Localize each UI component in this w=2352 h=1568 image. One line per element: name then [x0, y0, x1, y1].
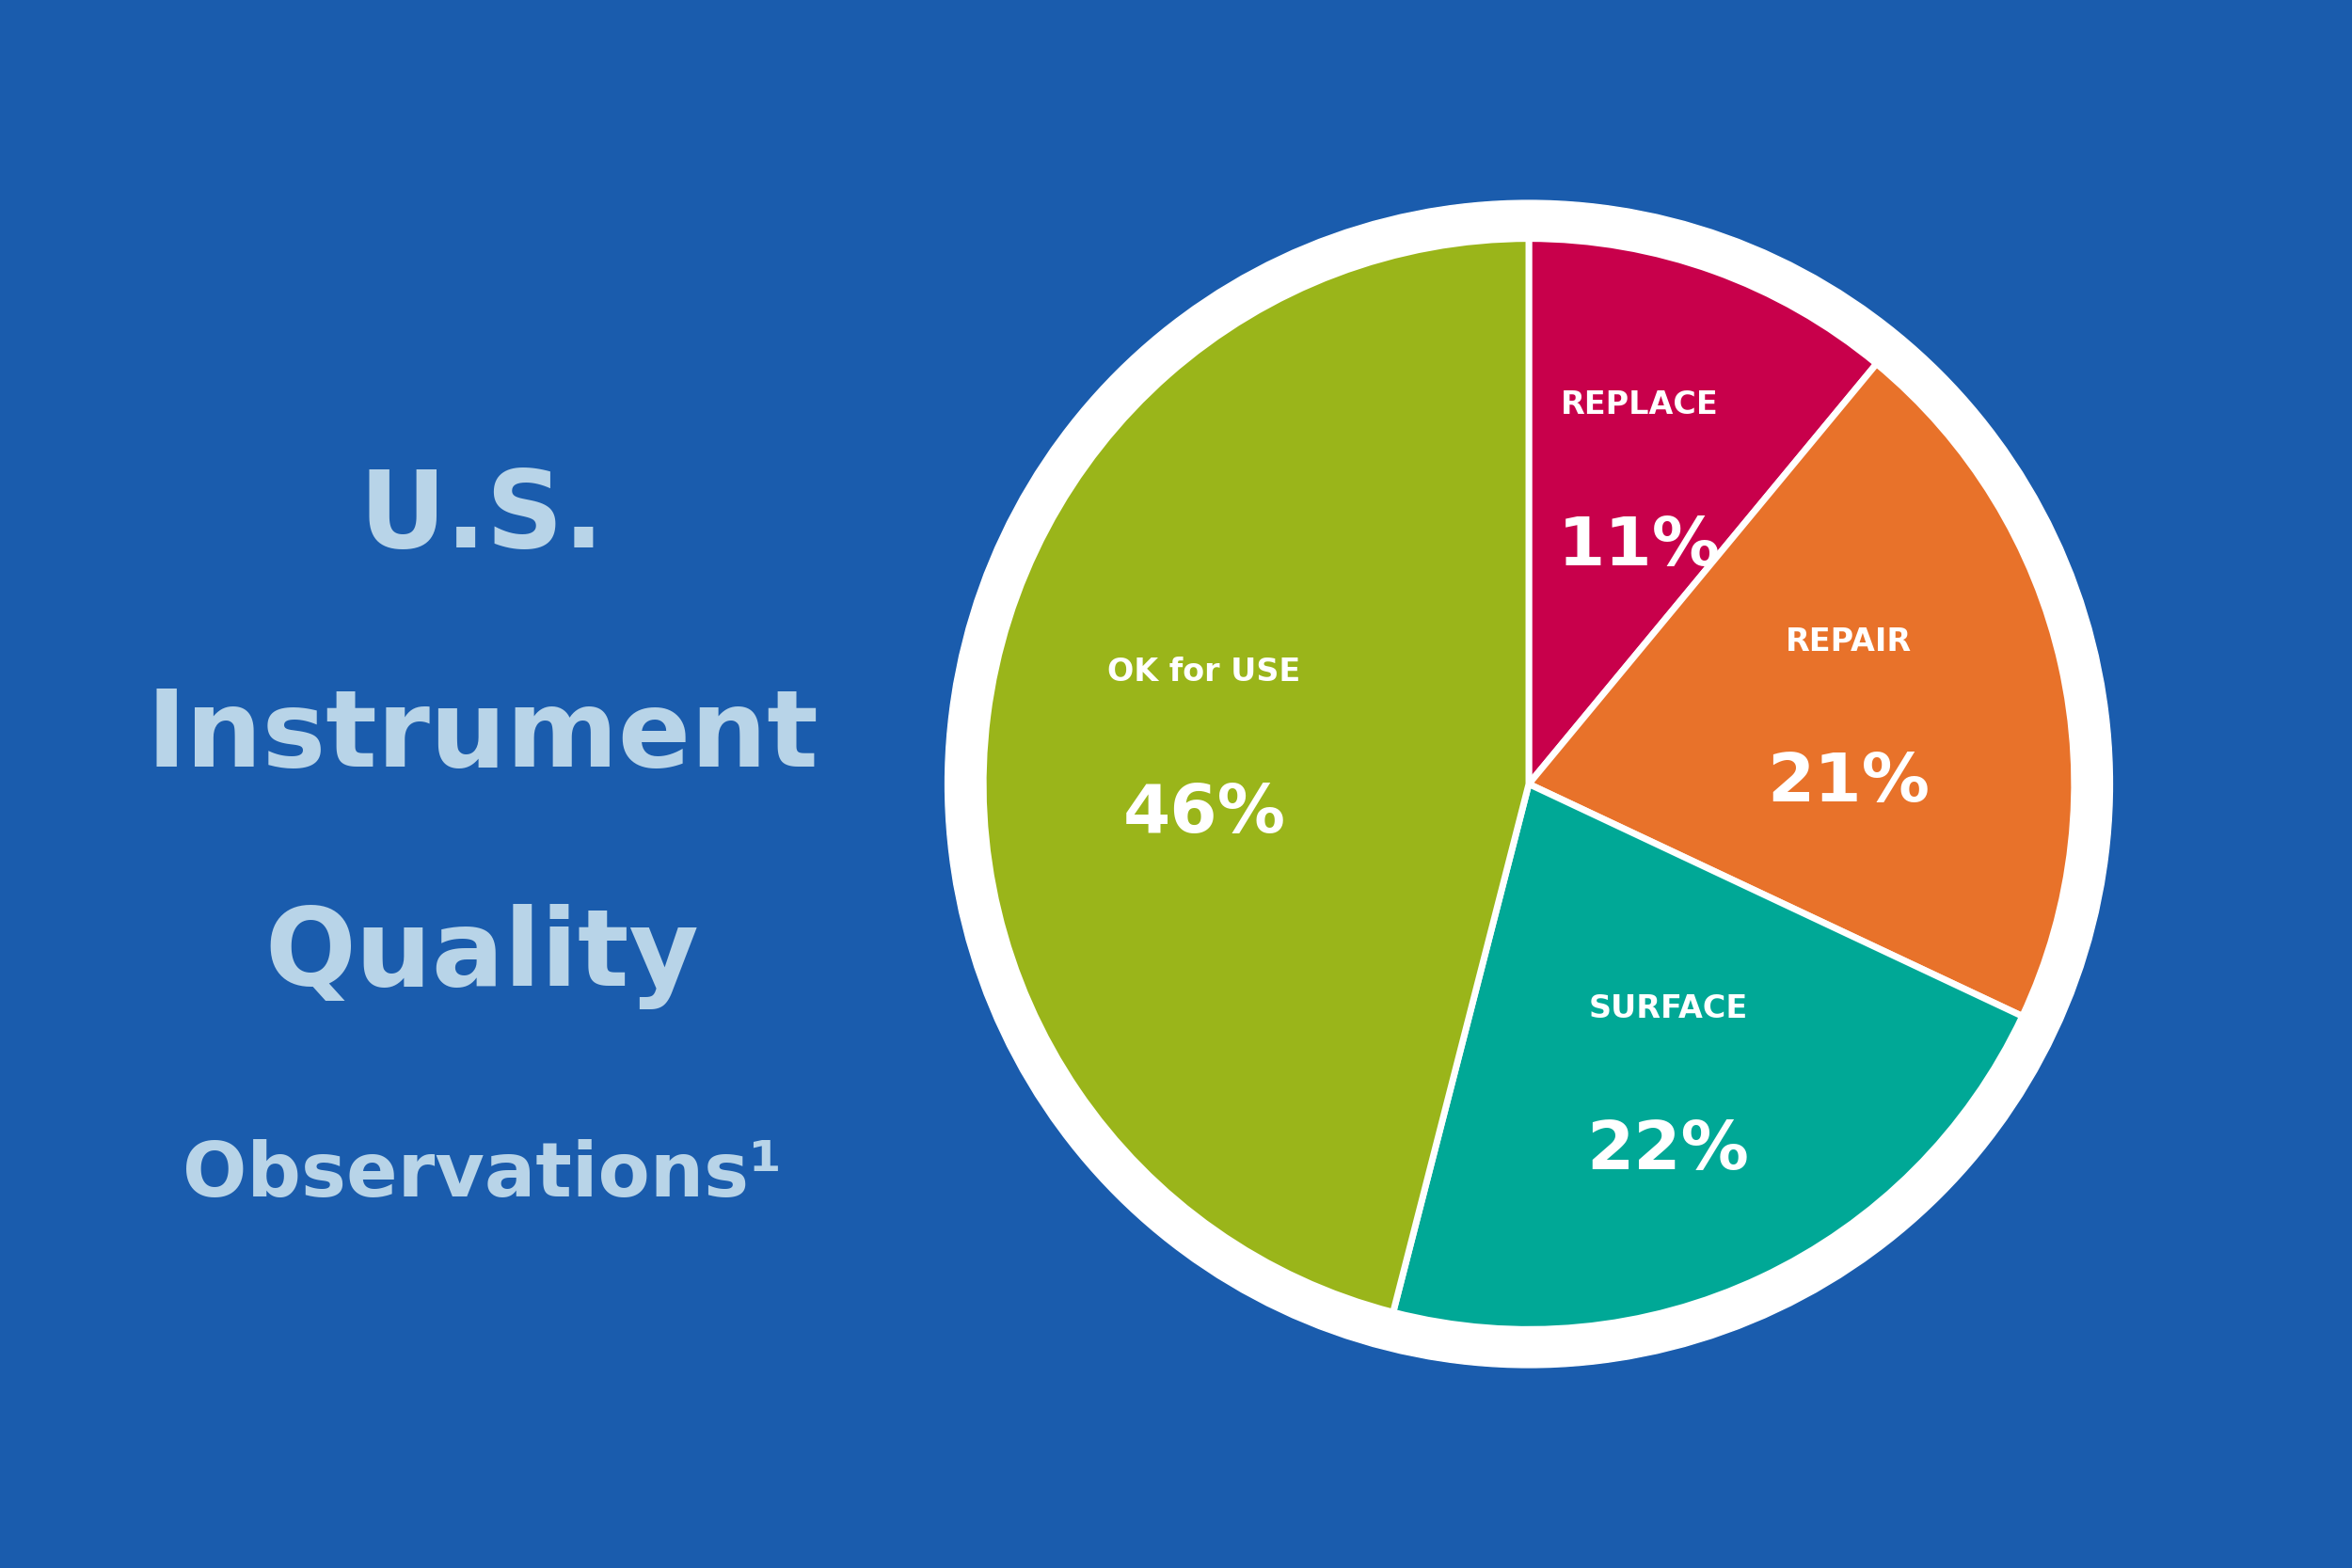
Text: Observations¹: Observations¹: [183, 1140, 781, 1212]
Text: Quality: Quality: [266, 903, 699, 1010]
Text: REPAIR: REPAIR: [1785, 626, 1912, 657]
Text: 11%: 11%: [1559, 514, 1722, 580]
Circle shape: [946, 201, 2112, 1367]
Text: 22%: 22%: [1588, 1118, 1750, 1184]
Wedge shape: [1529, 238, 1877, 784]
Text: OK for USE: OK for USE: [1108, 657, 1301, 688]
Wedge shape: [1392, 784, 2023, 1330]
Text: 46%: 46%: [1122, 781, 1287, 847]
Text: SURFACE: SURFACE: [1588, 994, 1748, 1025]
Wedge shape: [983, 238, 1529, 1312]
Text: U.S.: U.S.: [360, 466, 604, 569]
Wedge shape: [1529, 364, 2074, 1016]
Text: Instrument: Instrument: [146, 685, 818, 789]
Text: REPLACE: REPLACE: [1562, 390, 1719, 420]
Text: 21%: 21%: [1766, 751, 1929, 815]
